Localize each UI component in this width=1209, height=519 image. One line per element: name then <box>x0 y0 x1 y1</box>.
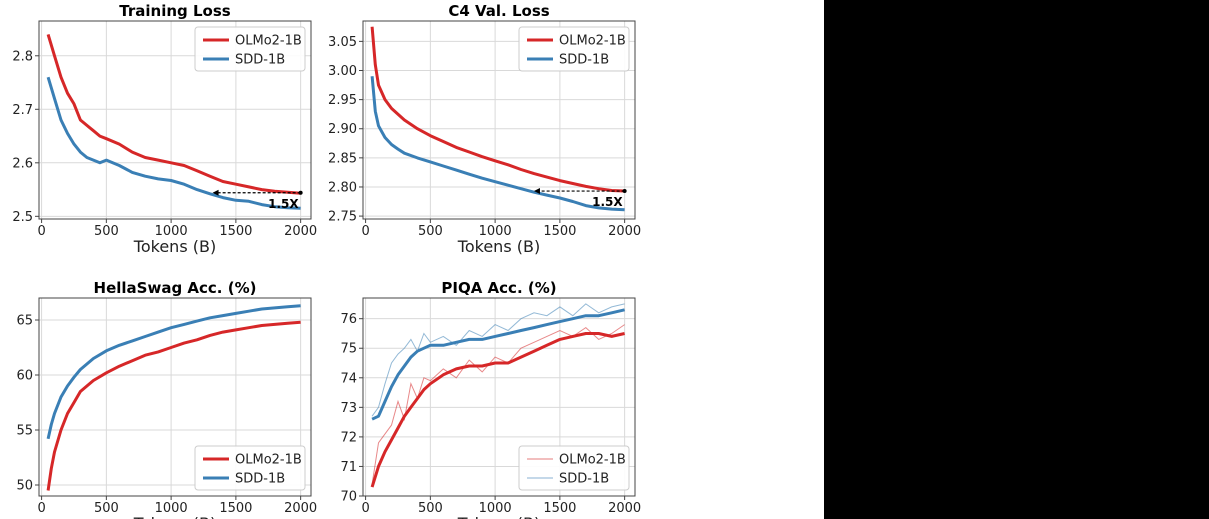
series-line-sdd-1b <box>46 304 301 440</box>
y-tick-label: 3.05 <box>328 35 357 50</box>
y-tick-label: 2.90 <box>328 122 357 137</box>
legend: OLMo2-1B SDD-1B <box>518 445 630 491</box>
legend: OLMo2-1B SDD-1B <box>194 26 306 72</box>
x-tick-label: 500 <box>94 224 119 239</box>
x-axis-label: Tokens (B) <box>457 237 540 256</box>
y-tick-label: 2.85 <box>328 151 357 166</box>
y-tick-label: 2.5 <box>12 210 33 225</box>
x-tick-label: 500 <box>418 224 443 239</box>
y-tick-label: 55 <box>16 424 33 439</box>
x-tick-label: 0 <box>37 501 45 516</box>
x-tick-label: 500 <box>94 501 119 516</box>
y-tick-label: 72 <box>340 430 357 445</box>
x-tick-label: 0 <box>361 501 369 516</box>
x-tick-label: 1500 <box>543 501 576 516</box>
y-tick-label: 3.00 <box>328 64 357 79</box>
legend-label: SDD-1B <box>235 472 285 487</box>
legend-label: SDD-1B <box>559 53 609 68</box>
series-line-olmo2-1b <box>370 332 625 488</box>
x-tick-label: 0 <box>361 224 369 239</box>
legend-label: OLMo2-1B <box>235 453 302 468</box>
x-tick-label: 2000 <box>608 224 641 239</box>
chart-title: Training Loss <box>119 2 230 20</box>
plot-frame <box>362 297 636 497</box>
legend: OLMo2-1B SDD-1B <box>194 445 306 491</box>
x-tick-label: 1000 <box>479 501 512 516</box>
speedup-dot <box>622 189 627 194</box>
x-tick-label: 1500 <box>219 501 252 516</box>
y-tick-label: 2.6 <box>12 156 33 171</box>
y-tick-label: 50 <box>16 479 33 494</box>
speedup-arrowhead <box>212 189 219 196</box>
series-line-sdd-1b <box>46 76 301 210</box>
speedup-label: 1.5X <box>268 197 299 211</box>
legend-label: SDD-1B <box>559 472 609 487</box>
legend-box <box>518 445 630 491</box>
x-tick-label: 1000 <box>155 501 188 516</box>
x-tick-label: 2000 <box>284 224 317 239</box>
chart-title: HellaSwag Acc. (%) <box>94 279 257 297</box>
chart-1: 0 500 1000 1500 2000 2.5 2.6 2.7 2.8 Training Los… <box>12 2 317 256</box>
y-tick-label: 70 <box>340 490 357 505</box>
chart-2: 0 500 1000 1500 2000 2.75 2.80 2.85 2.90 2.95 3.00… <box>328 2 641 256</box>
x-axis-label: Tokens (B) <box>133 237 216 256</box>
chart-title: C4 Val. Loss <box>448 2 549 20</box>
series-line-olmo2-1b <box>370 26 625 193</box>
legend-label: OLMo2-1B <box>235 34 302 49</box>
legend: OLMo2-1B SDD-1B <box>518 26 630 72</box>
plot-frame <box>38 20 312 220</box>
raw-line-sdd-1b <box>371 303 625 417</box>
x-tick-label: 2000 <box>608 501 641 516</box>
series-line-olmo2-1b <box>46 33 301 195</box>
speedup-arrowhead <box>533 188 540 195</box>
y-tick-label: 2.7 <box>12 103 33 118</box>
y-tick-label: 65 <box>16 314 33 329</box>
y-tick-label: 2.95 <box>328 93 357 108</box>
speedup-dot <box>298 190 303 195</box>
plot-area <box>370 303 625 488</box>
plot-area <box>46 33 301 210</box>
plot-area <box>46 304 301 491</box>
y-tick-label: 2.8 <box>12 49 33 64</box>
plot-frame <box>362 20 636 220</box>
y-tick-label: 2.75 <box>328 210 357 225</box>
y-tick-label: 74 <box>340 371 357 386</box>
x-tick-label: 1000 <box>155 224 188 239</box>
y-tick-label: 60 <box>16 369 33 384</box>
chart-3: 0 500 1000 1500 2000 50 55 60 65 HellaSwag Acc. (… <box>16 279 317 519</box>
y-tick-label: 71 <box>340 460 357 475</box>
legend-label: OLMo2-1B <box>559 453 626 468</box>
x-axis-label: Tokens (B) <box>457 514 540 519</box>
x-tick-label: 500 <box>418 501 443 516</box>
legend-label: OLMo2-1B <box>559 34 626 49</box>
x-tick-label: 1500 <box>543 224 576 239</box>
y-tick-label: 75 <box>340 342 357 357</box>
plot-area <box>370 26 625 212</box>
series-line-sdd-1b <box>370 76 625 212</box>
x-tick-label: 2000 <box>284 501 317 516</box>
series-line-sdd-1b <box>371 308 625 421</box>
black-panel <box>824 0 1209 519</box>
y-tick-label: 73 <box>340 401 357 416</box>
legend-label: SDD-1B <box>235 53 285 68</box>
y-tick-label: 2.80 <box>328 180 357 195</box>
x-axis-label: Tokens (B) <box>133 514 216 519</box>
x-tick-label: 1000 <box>479 224 512 239</box>
speedup-label: 1.5X <box>592 195 623 209</box>
x-tick-label: 0 <box>37 224 45 239</box>
chart-title: PIQA Acc. (%) <box>441 279 556 297</box>
x-tick-label: 1500 <box>219 224 252 239</box>
chart-4: 0 500 1000 1500 2000 70 71 72 73 74 75 76 PIQA Acc. … <box>340 279 641 519</box>
plot-frame <box>38 297 312 497</box>
series-line-olmo2-1b <box>46 320 301 491</box>
y-tick-label: 76 <box>340 312 357 327</box>
